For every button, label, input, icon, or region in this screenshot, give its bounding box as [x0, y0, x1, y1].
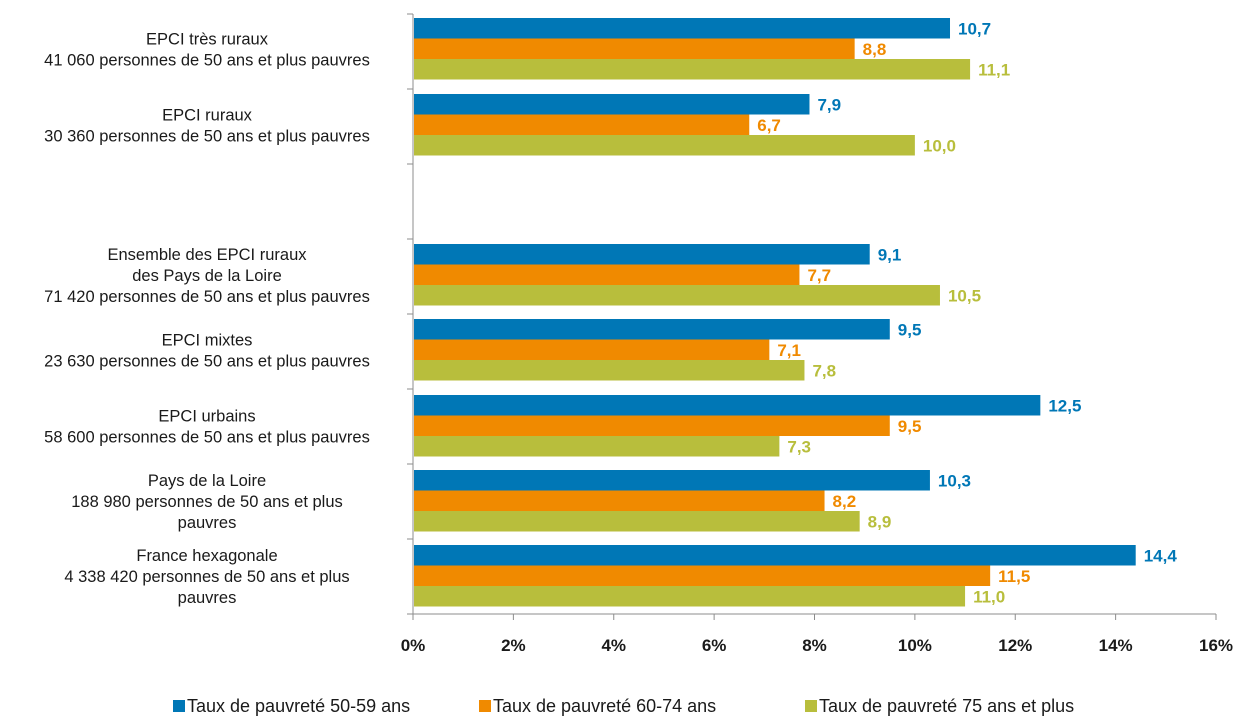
bar-75-plus — [414, 285, 940, 306]
bar-50-59 — [414, 94, 810, 115]
category-label-line: 58 600 personnes de 50 ans et plus pauvr… — [44, 428, 370, 446]
value-label-75-plus: 7,8 — [812, 361, 836, 380]
bar-60-74 — [414, 38, 855, 59]
bar-60-74 — [414, 490, 825, 511]
bar-50-59 — [414, 545, 1136, 566]
value-label-60-74: 8,8 — [863, 40, 887, 59]
value-label-50-59: 10,3 — [938, 471, 971, 490]
x-tick-label: 0% — [401, 636, 426, 655]
bar-75-plus — [414, 360, 805, 381]
value-label-75-plus: 11,1 — [978, 60, 1010, 79]
value-label-50-59: 9,1 — [878, 245, 902, 264]
value-label-50-59: 14,4 — [1144, 546, 1178, 565]
bar-50-59 — [414, 244, 870, 265]
bar-50-59 — [414, 470, 930, 491]
category-label-line: pauvres — [178, 514, 237, 532]
value-label-50-59: 9,5 — [898, 320, 922, 339]
bar-60-74 — [414, 415, 890, 436]
category-label: EPCI mixtes 23 630 personnes de 50 ans et… — [44, 331, 370, 370]
value-label-75-plus: 7,3 — [787, 437, 811, 456]
category-label-line: 71 420 personnes de 50 ans et plus pauvr… — [44, 288, 370, 306]
x-tick-label: 14% — [1099, 636, 1133, 655]
legend-swatch-60-74 — [479, 700, 491, 712]
x-tick-label: 8% — [802, 636, 827, 655]
bar-50-59 — [414, 319, 890, 340]
category-label-line: EPCI urbains — [158, 407, 255, 425]
category-label-line: 4 338 420 personnes de 50 ans et plus — [64, 568, 349, 586]
legend-swatch-50-59 — [173, 700, 185, 712]
category-label-line: EPCI mixtes — [162, 331, 253, 349]
category-label-line: Ensemble des EPCI ruraux — [107, 246, 307, 264]
value-label-60-74: 11,5 — [998, 567, 1030, 586]
legend-label-60-74: Taux de pauvreté 60-74 ans — [493, 696, 716, 716]
value-label-60-74: 9,5 — [898, 417, 922, 436]
bar-60-74 — [414, 114, 750, 135]
category-label-line: 41 060 personnes de 50 ans et plus pauvr… — [44, 51, 370, 69]
x-tick-label: 16% — [1199, 636, 1233, 655]
value-label-75-plus: 11,0 — [973, 587, 1005, 606]
x-tick-label: 6% — [702, 636, 727, 655]
bar-60-74 — [414, 264, 800, 285]
category-label: EPCI urbains 58 600 personnes de 50 ans e… — [44, 407, 370, 446]
category-label-line: 188 980 personnes de 50 ans et plus — [71, 493, 343, 511]
value-label-50-59: 7,9 — [817, 95, 841, 114]
value-label-75-plus: 10,5 — [948, 286, 981, 305]
bar-75-plus — [414, 59, 971, 80]
bar-75-plus — [414, 135, 915, 156]
value-label-60-74: 7,7 — [807, 266, 831, 285]
category-label-line: Pays de la Loire — [148, 472, 266, 490]
value-label-60-74: 8,2 — [833, 492, 857, 511]
legend-label-75-plus: Taux de pauvreté 75 ans et plus — [819, 696, 1074, 716]
category-label: Ensemble des EPCI ruraux des Pays de la L… — [44, 246, 370, 306]
bar-60-74 — [414, 339, 770, 360]
category-label: EPCI très ruraux 41 060 personnes de 50 a… — [44, 30, 370, 69]
x-tick-label: 12% — [998, 636, 1032, 655]
value-label-60-74: 7,1 — [777, 341, 801, 360]
bar-75-plus — [414, 436, 780, 457]
category-label-line: EPCI très ruraux — [146, 30, 269, 48]
legend-label-50-59: Taux de pauvreté 50-59 ans — [187, 696, 410, 716]
legend-swatch-75-plus — [805, 700, 817, 712]
category-label: Pays de la Loire 188 980 personnes de 50 … — [71, 472, 343, 532]
x-tick-label: 10% — [898, 636, 932, 655]
bar-75-plus — [414, 586, 966, 607]
category-label-line: EPCI ruraux — [162, 106, 253, 124]
category-label-line: des Pays de la Loire — [132, 267, 282, 285]
value-label-75-plus: 8,9 — [868, 512, 892, 531]
category-label-line: 30 360 personnes de 50 ans et plus pauvr… — [44, 127, 370, 145]
bar-50-59 — [414, 395, 1041, 416]
category-label-line: pauvres — [178, 589, 237, 607]
bar-75-plus — [414, 511, 860, 532]
category-label-line: France hexagonale — [136, 547, 277, 565]
category-label-line: 23 630 personnes de 50 ans et plus pauvr… — [44, 352, 370, 370]
bar-50-59 — [414, 18, 951, 39]
bar-60-74 — [414, 565, 991, 586]
x-tick-label: 4% — [601, 636, 626, 655]
value-label-75-plus: 10,0 — [923, 136, 956, 155]
value-label-50-59: 10,7 — [958, 19, 991, 38]
value-label-50-59: 12,5 — [1048, 396, 1081, 415]
category-label: EPCI ruraux 30 360 personnes de 50 ans et… — [44, 106, 370, 145]
category-label: France hexagonale 4 338 420 personnes de … — [64, 547, 349, 607]
value-label-60-74: 6,7 — [757, 116, 781, 135]
x-tick-label: 2% — [501, 636, 526, 655]
